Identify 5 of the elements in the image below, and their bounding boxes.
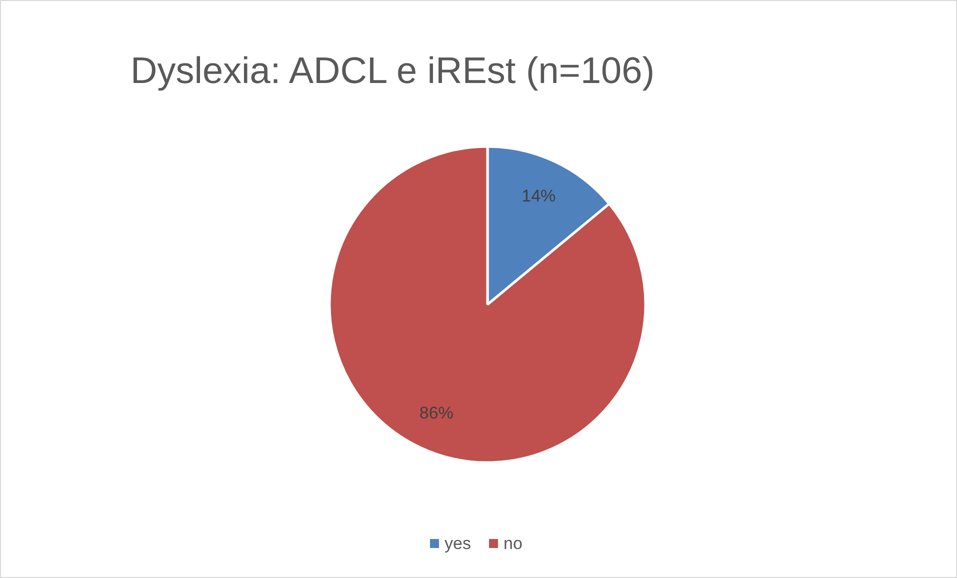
chart-title: Dyslexia: ADCL e iREst (n=106) [130,50,655,91]
data-label: 86% [419,404,454,423]
legend-label: no [504,534,522,553]
legend-label: yes [444,534,471,553]
data-label: 14% [522,186,556,206]
